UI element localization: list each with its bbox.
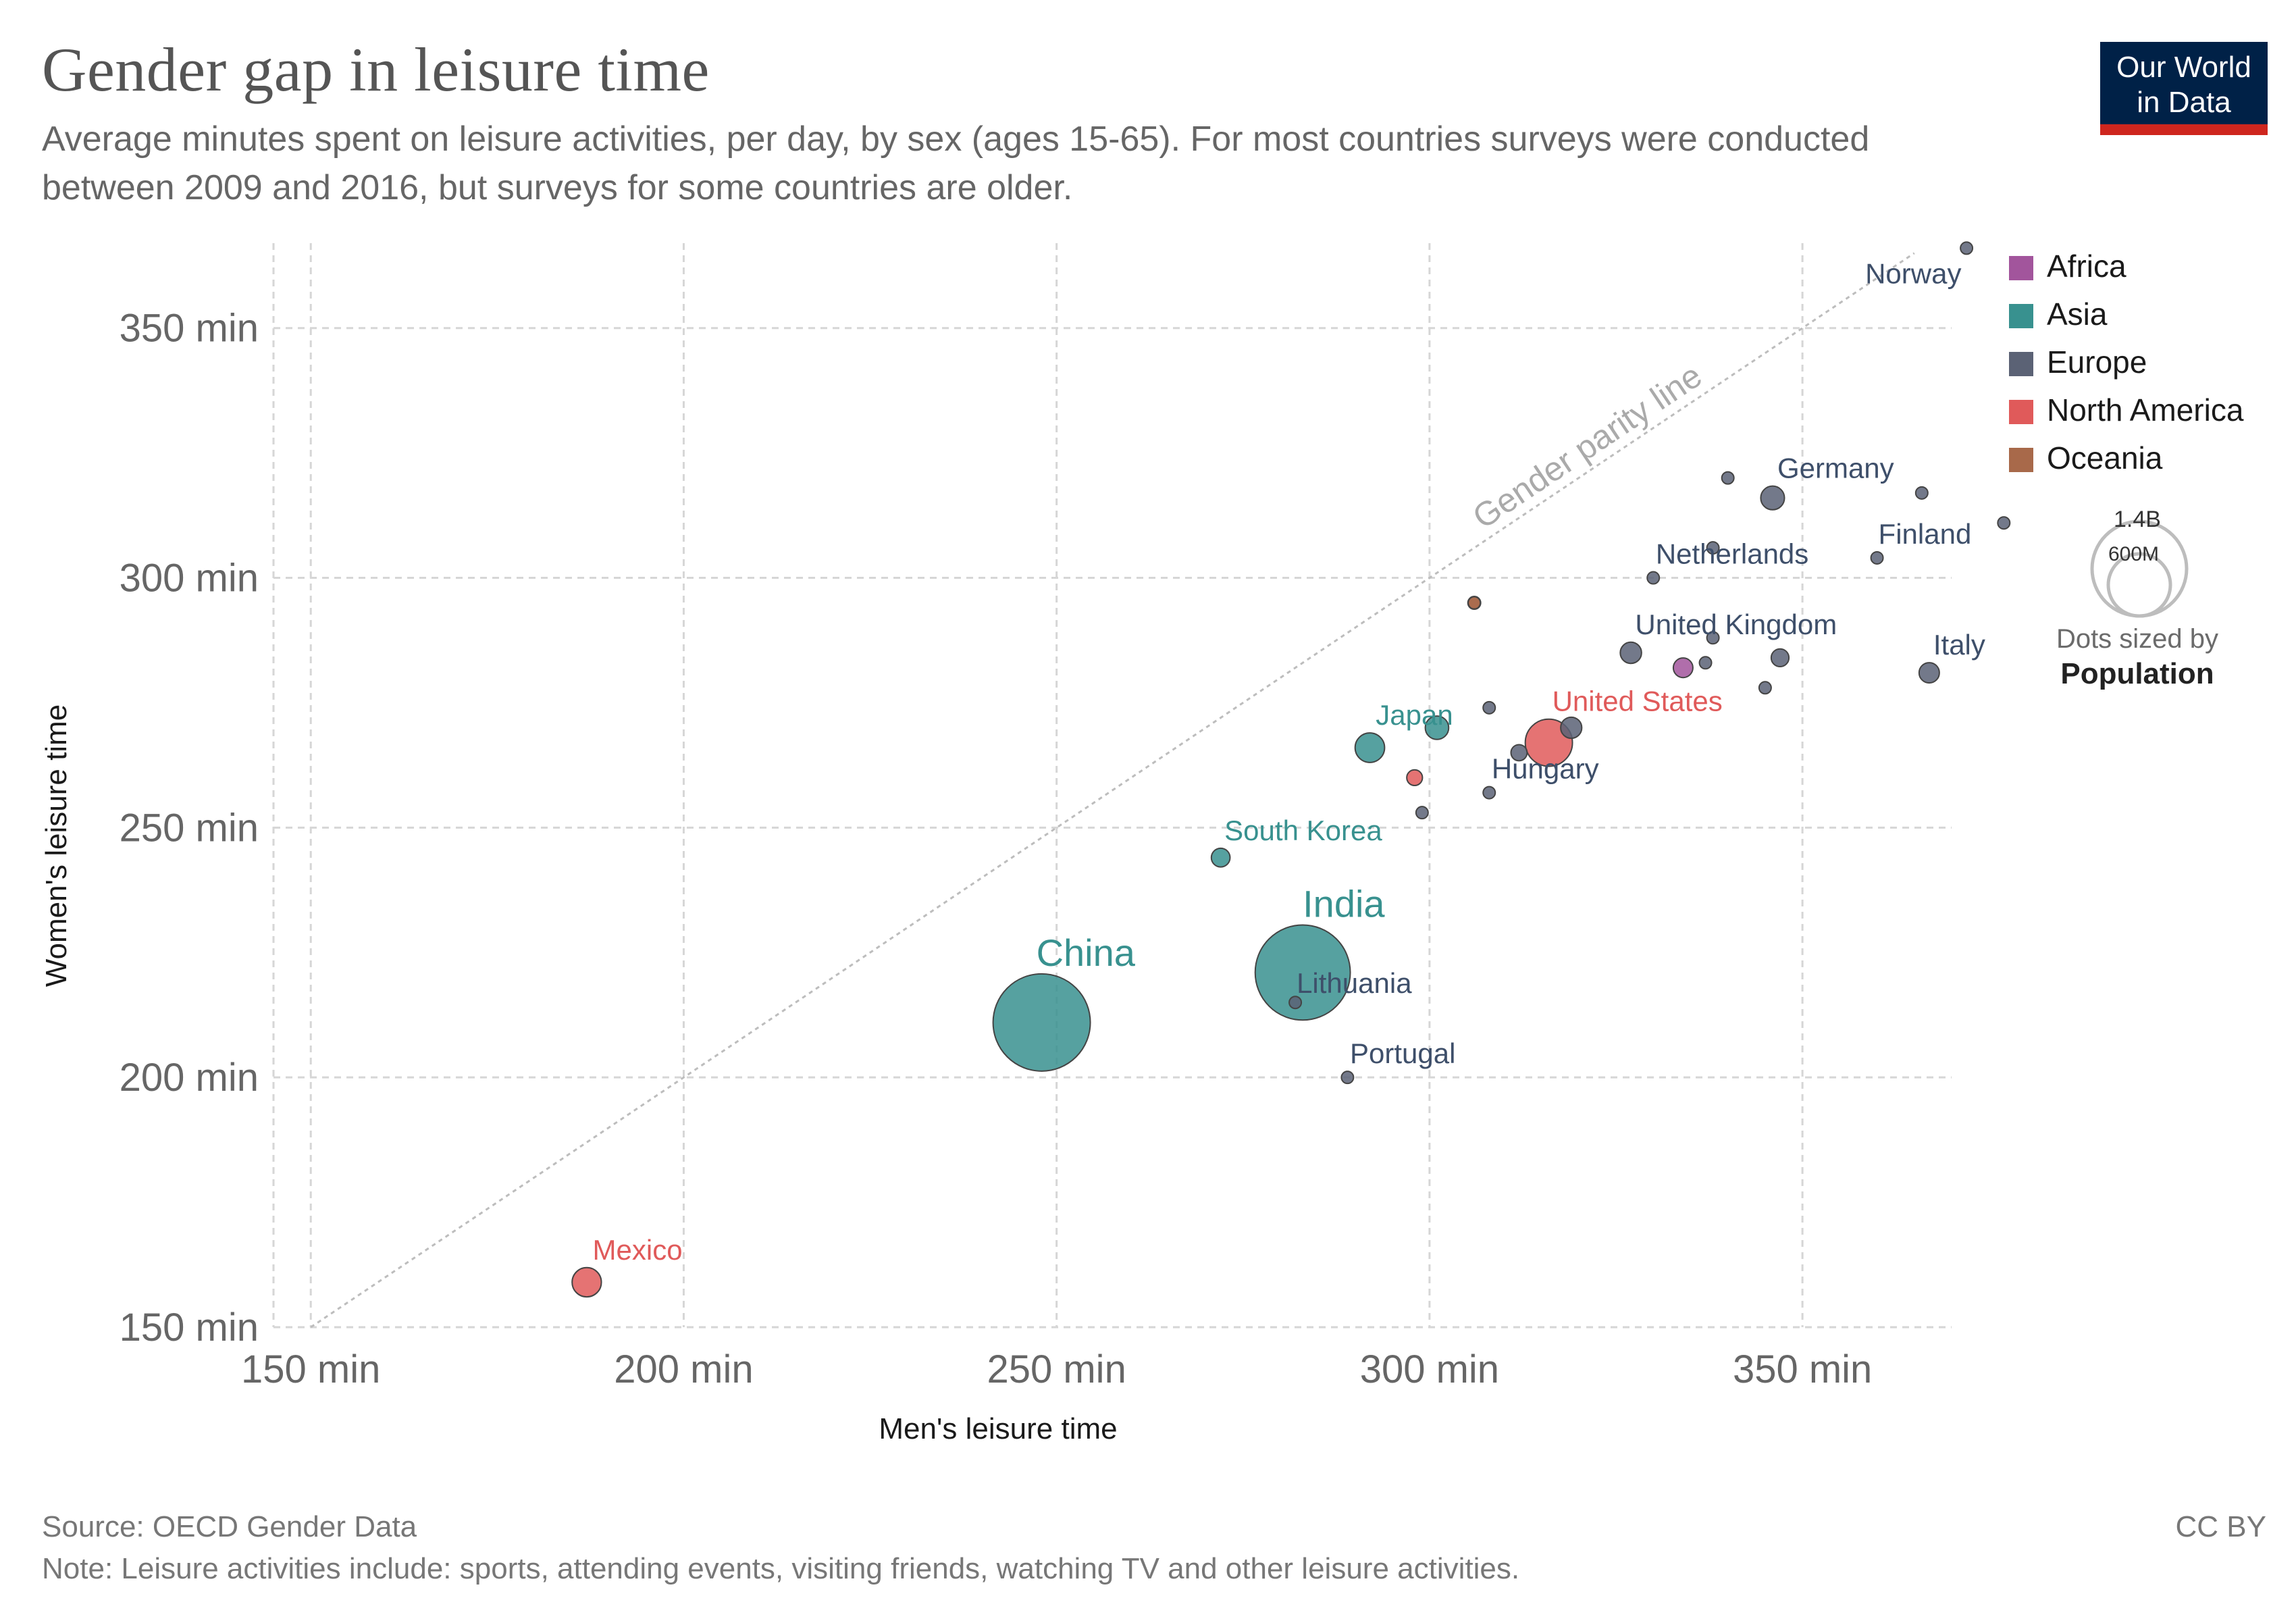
label-layer: China India United States Japan Mexico German… [593, 257, 1985, 1265]
owid-logo[interactable]: Our World in Data [2100, 42, 2268, 135]
parity-layer: Gender parity line [310, 252, 1915, 1329]
gender-parity-label: Gender parity line [1466, 357, 1708, 536]
y-tick-label: 300 min [120, 557, 259, 600]
point-label: China [1037, 931, 1136, 974]
data-point[interactable] [1619, 641, 1642, 665]
legend-label: Oceania [2047, 440, 2163, 475]
point-label: Mexico [593, 1234, 683, 1266]
chart-subtitle: Average minutes spent on leisure activit… [42, 120, 1870, 207]
gender-parity-line [310, 252, 1915, 1329]
data-point[interactable] [1870, 550, 1884, 565]
y-axis-title: Women's leisure time [40, 704, 73, 987]
sized-by-text: Dots sized by [2056, 624, 2219, 654]
data-point[interactable] [1698, 656, 1713, 670]
x-axis-title: Men's leisure time [879, 1412, 1117, 1445]
size-legend-small-label: 600M [2108, 543, 2160, 565]
data-point[interactable] [1914, 486, 1929, 500]
axis-layer: 150 min 200 min 250 min 300 min 350 min 150 m… [120, 307, 1873, 1391]
legend-label: Asia [2047, 297, 2108, 332]
legend-label: North America [2047, 392, 2244, 428]
point-label: Germany [1777, 453, 1894, 484]
point-label: Finland [1879, 518, 1972, 550]
legend-swatch [2009, 304, 2033, 328]
legend-label: Europe [2047, 344, 2147, 380]
footnote: Note: Leisure activities include: sports… [42, 1552, 1520, 1585]
size-legend-big-label: 1.4B [2114, 507, 2161, 532]
data-point[interactable] [1758, 681, 1772, 695]
point-label: Norway [1865, 257, 1961, 289]
y-tick-label: 350 min [120, 307, 259, 351]
data-point[interactable] [1254, 924, 1351, 1021]
legend-swatch [2009, 256, 2033, 280]
data-point[interactable] [1960, 241, 1974, 255]
y-tick-label: 250 min [120, 806, 259, 850]
size-legend-circle-big [2090, 519, 2189, 618]
data-point[interactable] [1354, 732, 1386, 763]
legend-swatch [2009, 448, 2033, 472]
legend-label: Africa [2047, 249, 2127, 284]
point-label: United States [1553, 686, 1723, 717]
data-point[interactable] [1510, 744, 1528, 762]
point-label: South Korea [1224, 815, 1382, 846]
chart-title: Gender gap in leisure time [42, 35, 710, 104]
sized-by-variable: Population [2060, 657, 2214, 690]
data-point[interactable] [571, 1266, 602, 1298]
point-label: India [1303, 882, 1385, 925]
legend-swatch [2009, 400, 2033, 424]
x-tick-label: 250 min [987, 1347, 1126, 1391]
data-point[interactable] [1646, 571, 1661, 585]
data-point[interactable] [1288, 996, 1303, 1010]
data-point[interactable] [1406, 769, 1424, 787]
data-point[interactable] [992, 973, 1091, 1072]
data-point[interactable] [1467, 596, 1482, 610]
y-tick-label: 150 min [120, 1306, 259, 1349]
x-tick-label: 150 min [241, 1347, 380, 1391]
point-label: Netherlands [1656, 538, 1808, 570]
data-point[interactable] [1760, 485, 1785, 511]
size-legend-circle-small [2106, 552, 2172, 618]
data-point[interactable] [1560, 716, 1583, 740]
point-label: Lithuania [1297, 967, 1412, 999]
data-point[interactable] [1482, 700, 1496, 715]
data-point[interactable] [1340, 1071, 1355, 1085]
data-point[interactable] [1672, 657, 1694, 679]
point-layer [571, 241, 2011, 1298]
point-label: Japan [1376, 699, 1453, 731]
point-label: Hungary [1492, 753, 1599, 785]
size-legend-caption: Dots sized by Population [2019, 621, 2255, 692]
data-point[interactable] [1706, 631, 1720, 645]
size-legend-circles [2090, 519, 2189, 618]
data-point[interactable] [1918, 662, 1940, 684]
point-label: Portugal [1350, 1037, 1455, 1069]
logo-line-1: Our World [2116, 51, 2251, 84]
legend-swatch [2009, 352, 2033, 376]
point-label: United Kingdom [1635, 609, 1837, 640]
data-point[interactable] [1721, 471, 1735, 485]
y-tick-label: 200 min [120, 1056, 259, 1100]
grid-layer [272, 243, 1952, 1329]
logo-line-2: in Data [2137, 86, 2231, 119]
data-point[interactable] [1706, 541, 1720, 555]
data-point[interactable] [1424, 715, 1450, 740]
point-label: Italy [1933, 629, 1985, 661]
data-point[interactable] [1770, 648, 1790, 668]
data-point[interactable] [1997, 516, 2011, 530]
source-note: Source: OECD Gender Data [42, 1510, 417, 1543]
data-point[interactable] [1482, 786, 1496, 800]
data-point[interactable] [1210, 847, 1231, 868]
x-tick-label: 200 min [614, 1347, 753, 1391]
x-tick-label: 300 min [1360, 1347, 1499, 1391]
x-tick-label: 350 min [1733, 1347, 1872, 1391]
data-point[interactable] [1415, 806, 1429, 820]
license-link[interactable]: CC BY [2175, 1510, 2266, 1543]
